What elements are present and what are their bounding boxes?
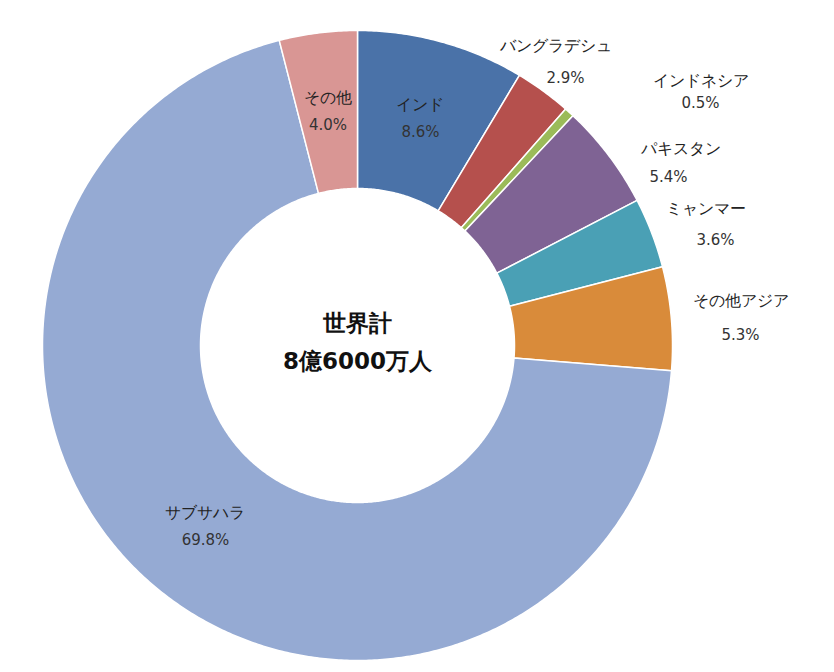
svg-text:2.9%: 2.9% [546, 69, 584, 87]
svg-text:0.5%: 0.5% [681, 94, 719, 112]
svg-text:8億6000万人: 8億6000万人 [283, 348, 433, 374]
svg-text:5.4%: 5.4% [649, 168, 687, 186]
svg-text:バングラデシュ: バングラデシュ [499, 36, 612, 55]
svg-text:その他: その他 [304, 88, 352, 107]
svg-text:69.8%: 69.8% [182, 531, 230, 549]
svg-text:5.3%: 5.3% [721, 326, 759, 344]
svg-text:その他アジア: その他アジア [693, 291, 789, 310]
svg-text:世界計: 世界計 [322, 310, 392, 336]
svg-text:パキスタン: パキスタン [640, 139, 721, 158]
svg-text:インドネシア: インドネシア [653, 71, 749, 90]
svg-text:8.6%: 8.6% [401, 123, 439, 141]
svg-text:3.6%: 3.6% [696, 231, 734, 249]
svg-text:サブサハラ: サブサハラ [165, 503, 245, 522]
svg-text:ミャンマー: ミャンマー [666, 199, 746, 218]
svg-text:4.0%: 4.0% [309, 116, 347, 134]
svg-text:インド: インド [396, 95, 444, 114]
